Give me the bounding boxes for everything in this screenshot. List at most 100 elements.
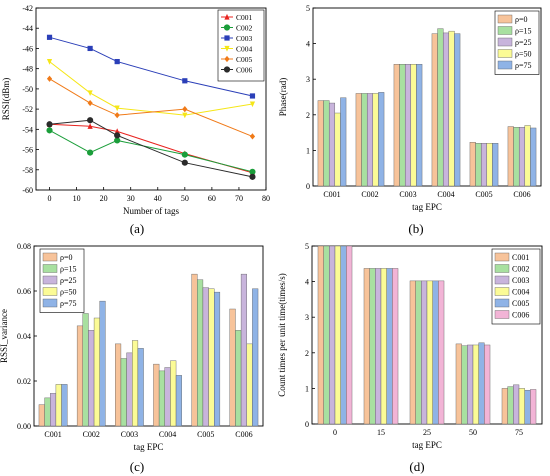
legend-label: ρ=50	[60, 288, 77, 297]
legend-label: C004	[512, 288, 529, 297]
chart-a: 0 10 20 30 40 50 60 70 80 -60 -58 -56 -54 -52 -50 -48 -4…	[1, 4, 270, 236]
x-tick-label: 70	[235, 194, 243, 203]
legend-label: ρ=75	[60, 299, 77, 308]
legend-swatch	[497, 14, 513, 24]
data-point	[249, 173, 256, 180]
legend-label: C006	[512, 311, 529, 320]
x-axis-label: Number of tags	[123, 206, 179, 216]
bar	[404, 64, 412, 187]
data-point	[114, 132, 121, 139]
legend-label: C002	[512, 265, 529, 274]
y-tick-label: 0	[305, 420, 309, 429]
bar	[480, 143, 488, 187]
legend-label: ρ=75	[515, 61, 532, 70]
bar	[409, 280, 416, 425]
bar	[448, 30, 455, 187]
data-point	[182, 106, 188, 113]
data-point	[223, 24, 231, 31]
series-line	[49, 129, 253, 173]
data-point	[224, 13, 230, 20]
y-tick-label: 1	[306, 146, 310, 155]
bar	[486, 143, 493, 187]
data-point	[46, 58, 53, 65]
panel-caption: (a)	[130, 221, 144, 236]
legend-swatch	[494, 252, 510, 262]
data-point	[46, 75, 53, 82]
y-axis-label: Phase(rad)	[278, 78, 288, 116]
panel-caption: (c)	[130, 459, 144, 474]
y-tick-label: 1	[305, 384, 309, 393]
data-point	[114, 112, 120, 119]
x-tick-label: C006	[513, 190, 530, 199]
x-tick-label: 0	[48, 194, 52, 203]
y-tick-label: 0	[306, 182, 310, 191]
bar	[392, 268, 399, 425]
legend-label: C003	[512, 276, 529, 285]
bar	[55, 384, 62, 427]
bar	[415, 280, 422, 425]
bar	[61, 384, 68, 427]
data-point	[249, 133, 256, 140]
data-point	[114, 128, 120, 134]
x-axis-label: tag EPC	[412, 202, 442, 212]
bar	[323, 245, 330, 425]
x-tick-label: C003	[399, 190, 416, 199]
data-point	[114, 58, 120, 65]
bar	[82, 313, 89, 427]
bar	[421, 280, 428, 425]
bar	[432, 280, 439, 425]
legend-swatch	[42, 264, 58, 273]
y-axis-label: Count times per unit time(times/s)	[277, 273, 287, 397]
x-tick-label: C005	[475, 190, 492, 199]
bar	[492, 143, 499, 187]
data-point	[249, 168, 256, 175]
data-point	[114, 137, 121, 144]
bar	[378, 92, 385, 187]
series-line	[49, 78, 253, 137]
bar	[380, 268, 387, 425]
y-axis-label: RSSI_variance	[0, 309, 9, 363]
bar	[399, 64, 406, 187]
bar	[346, 245, 353, 425]
x-tick-label: C002	[83, 430, 100, 439]
data-point	[224, 45, 230, 52]
bar	[126, 352, 133, 427]
x-tick-label: 75	[515, 428, 523, 437]
bar	[137, 348, 144, 427]
x-tick-label: C005	[197, 430, 214, 439]
x-tick-label: 20	[100, 194, 108, 203]
bar	[469, 142, 476, 187]
y-tick-label: 0.02	[17, 377, 31, 386]
y-tick-label: -44	[22, 24, 33, 33]
legend-label: C005	[236, 55, 253, 64]
bar	[530, 127, 537, 187]
bar	[340, 97, 347, 187]
bar	[158, 370, 165, 427]
y-tick-label: -50	[22, 85, 33, 94]
y-tick-label: 4	[305, 278, 309, 287]
bar	[340, 245, 347, 425]
bar	[472, 344, 479, 425]
y-tick-label: 2	[305, 349, 309, 358]
data-point	[249, 101, 256, 108]
x-tick-label: 80	[262, 194, 270, 203]
bar	[246, 343, 253, 427]
bar	[329, 245, 336, 425]
legend-swatch	[497, 60, 513, 70]
bar	[507, 386, 514, 425]
panel-caption: (d)	[409, 459, 424, 474]
x-tick-label: C001	[44, 430, 61, 439]
legend-label: C003	[236, 34, 253, 43]
legend: C001 C002 C003 C004 C005 C006	[491, 248, 541, 325]
bar	[164, 367, 171, 427]
bar	[410, 64, 417, 187]
bar	[454, 33, 461, 187]
bar	[501, 388, 508, 425]
data-point	[181, 151, 188, 158]
y-tick-label: -42	[22, 4, 33, 13]
bar	[229, 308, 236, 427]
data-point	[181, 159, 188, 166]
legend-label: ρ=0	[515, 15, 528, 24]
series-line	[49, 119, 253, 178]
bar	[317, 100, 324, 187]
